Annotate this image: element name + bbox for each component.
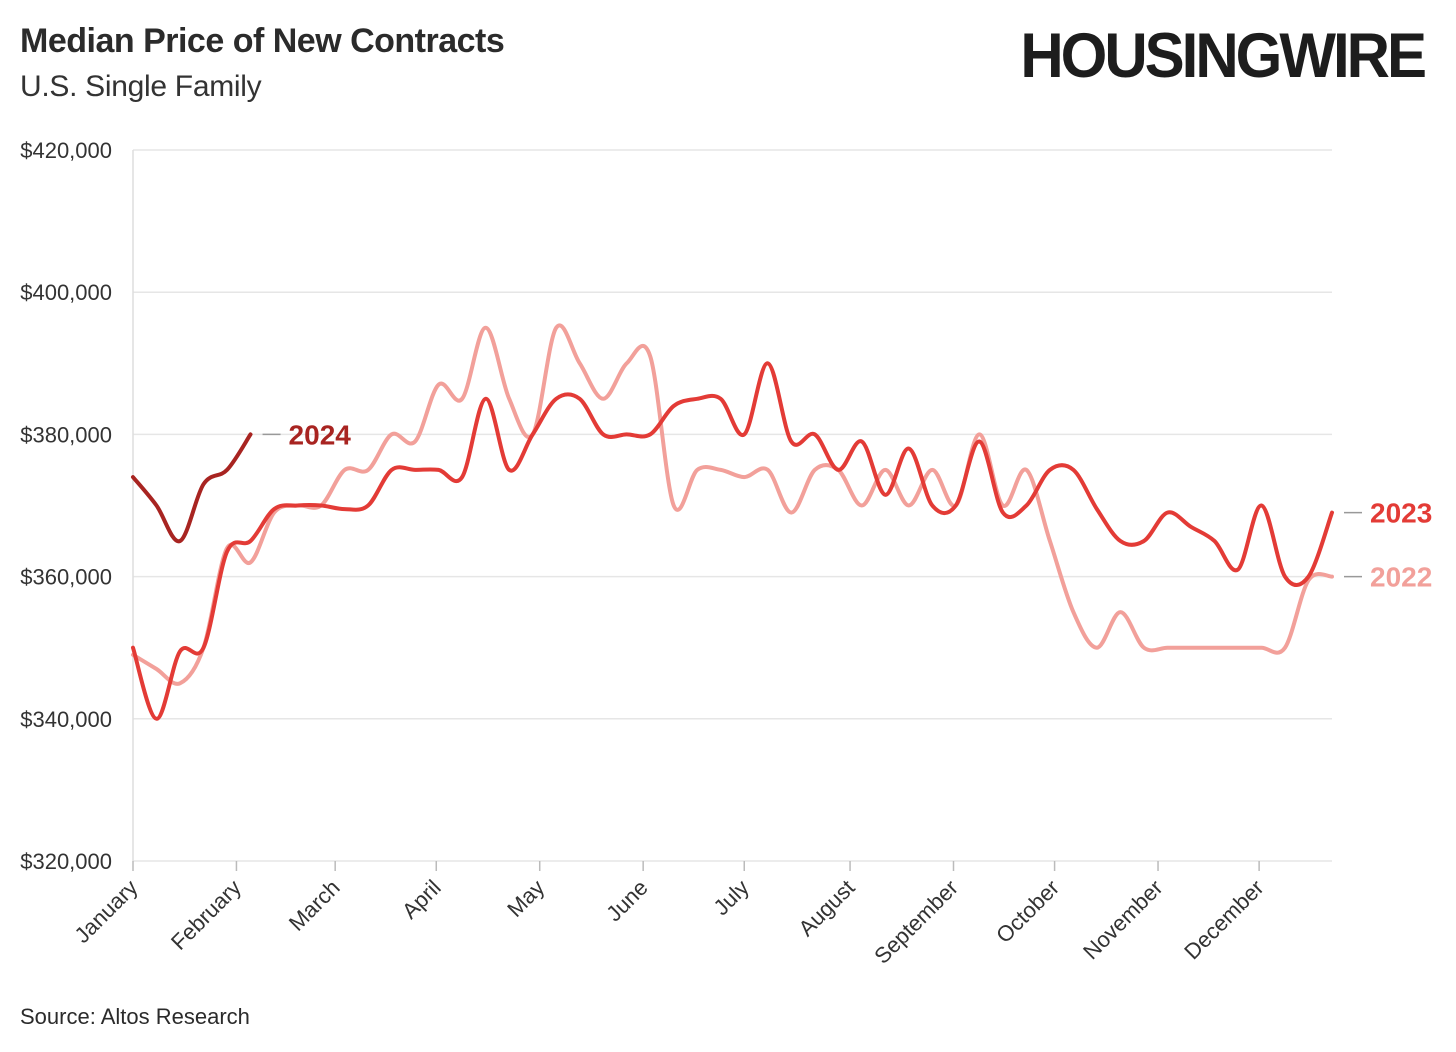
x-tick-label: August [793, 875, 859, 941]
y-tick-label: $320,000 [20, 849, 112, 874]
chart-subtitle: U.S. Single Family [20, 70, 262, 103]
x-tick-label: June [601, 875, 652, 926]
x-tick-label: November [1078, 875, 1167, 964]
housingwire-logo: HOUSINGWIRE [1020, 20, 1427, 91]
y-tick-label: $420,000 [20, 138, 112, 163]
x-tick-label: May [502, 875, 549, 922]
axes: $320,000 $340,000 $360,000 $380,000 $400,000… [20, 138, 1268, 969]
grid-lines [133, 149, 1332, 862]
y-tick-label: $360,000 [20, 565, 112, 590]
y-tick-label: $380,000 [20, 422, 112, 447]
series-line-2022 [131, 323, 1334, 686]
series-line-2024 [131, 432, 253, 544]
series-lines [131, 323, 1334, 721]
x-tick-label: March [284, 875, 345, 936]
x-tick-label: January [70, 875, 143, 948]
series-line-2023 [131, 361, 1334, 721]
x-tick-label: December [1179, 875, 1268, 964]
series-label-2022: 2022 [1370, 562, 1432, 593]
series-end-labels: 2022 2023 2024 [262, 419, 1432, 593]
x-tick-label: July [708, 875, 753, 920]
x-tick-label: October [991, 875, 1064, 948]
x-tick-label: September [869, 875, 963, 969]
series-label-2023: 2023 [1370, 498, 1432, 529]
x-tick-label: April [397, 875, 446, 924]
y-tick-label: $340,000 [20, 707, 112, 732]
source-note: Source: Altos Research [20, 1004, 250, 1029]
y-tick-label: $400,000 [20, 280, 112, 305]
series-label-2024: 2024 [289, 419, 352, 450]
chart-title: Median Price of New Contracts [20, 22, 505, 60]
x-tick-label: February [166, 875, 246, 955]
